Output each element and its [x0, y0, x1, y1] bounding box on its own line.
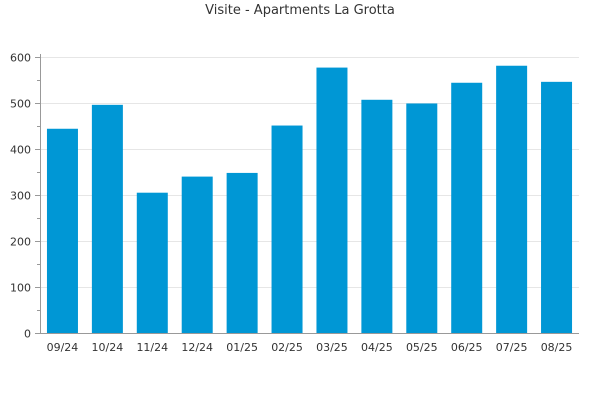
chart-title: Visite - Apartments La Grotta — [205, 3, 395, 18]
y-tick-label: 400 — [10, 144, 31, 157]
x-tick-label: 01/25 — [226, 341, 258, 354]
x-tick-label: 11/24 — [136, 341, 168, 354]
bar-12-24[interactable] — [181, 176, 213, 333]
bar-04-25[interactable] — [361, 99, 393, 333]
bar-05-25[interactable] — [406, 103, 438, 334]
x-tick-labels: 09/24 10/24 11/24 12/24 01/25 02/25 03/25 04/25… — [47, 341, 573, 354]
bar-03-25[interactable] — [316, 67, 348, 333]
y-tick-label: 600 — [10, 52, 31, 65]
bar-10-24[interactable] — [91, 104, 123, 333]
y-tick-label: 100 — [10, 282, 31, 295]
x-tick-label: 04/25 — [361, 341, 393, 354]
x-tick-label: 05/25 — [406, 341, 438, 354]
x-tick-label: 08/25 — [541, 341, 573, 354]
bar-01-25[interactable] — [226, 172, 258, 333]
bar-11-24[interactable] — [136, 192, 168, 333]
x-tick-label: 03/25 — [316, 341, 348, 354]
y-tick-label: 0 — [24, 328, 31, 341]
x-tick-label: 09/24 — [47, 341, 79, 354]
x-tick-label: 12/24 — [181, 341, 213, 354]
x-tick-label: 10/24 — [92, 341, 124, 354]
y-tick-label: 300 — [10, 190, 31, 203]
gridlines — [40, 57, 579, 288]
x-tick-label: 07/25 — [496, 341, 528, 354]
x-tick-label: 02/25 — [271, 341, 303, 354]
y-tick-labels: 0 100 200 300 400 500 600 — [10, 52, 31, 341]
bars — [46, 65, 573, 334]
y-tick-label: 200 — [10, 236, 31, 249]
bar-02-25[interactable] — [271, 125, 303, 333]
bar-08-25[interactable] — [541, 81, 573, 333]
y-tick-label: 500 — [10, 98, 31, 111]
bar-09-24[interactable] — [46, 128, 78, 333]
bar-07-25[interactable] — [496, 65, 528, 334]
axes — [35, 54, 579, 334]
x-tick-label: 06/25 — [451, 341, 483, 354]
bar-06-25[interactable] — [451, 82, 483, 333]
